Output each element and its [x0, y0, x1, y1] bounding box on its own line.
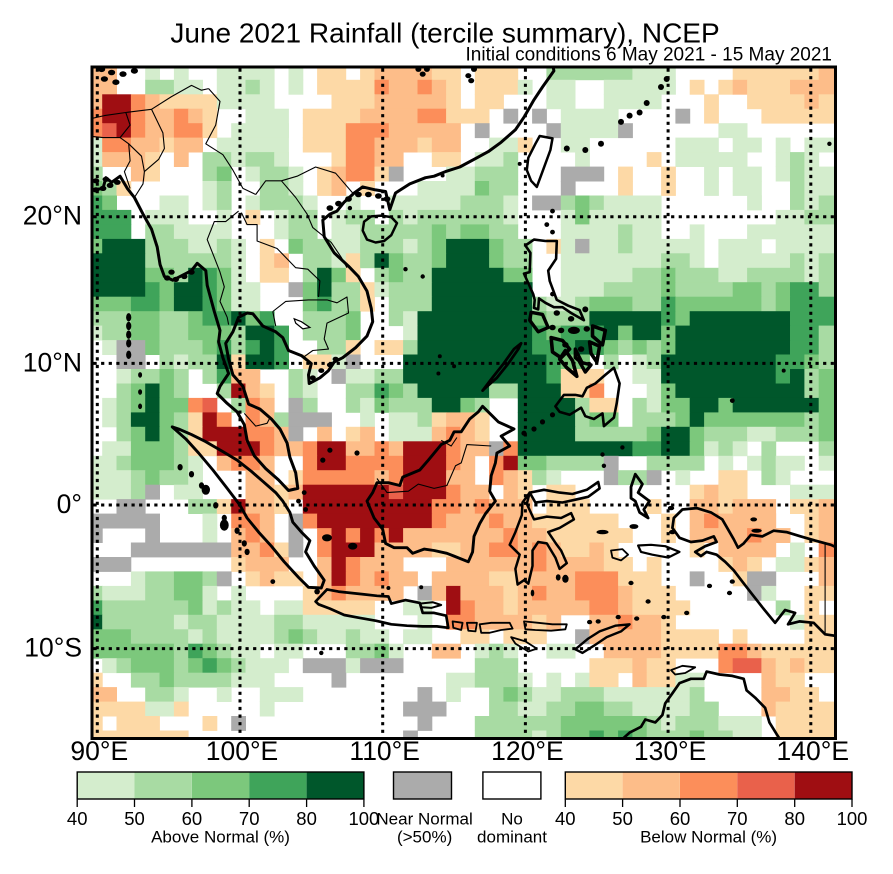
svg-text:70: 70: [239, 808, 260, 829]
svg-text:June 2021 Rainfall (tercile su: June 2021 Rainfall (tercile summary), NC…: [170, 18, 719, 49]
svg-text:120°E: 120°E: [491, 736, 564, 766]
svg-text:60: 60: [670, 808, 691, 829]
svg-text:100: 100: [348, 808, 379, 829]
svg-text:40: 40: [67, 808, 88, 829]
svg-text:Below Normal (%): Below Normal (%): [640, 828, 777, 847]
svg-text:0°: 0°: [57, 489, 82, 519]
svg-text:10°S: 10°S: [24, 633, 82, 663]
svg-text:100°E: 100°E: [206, 736, 279, 766]
svg-text:60: 60: [182, 808, 203, 829]
svg-text:80: 80: [296, 808, 317, 829]
svg-text:100: 100: [837, 808, 868, 829]
svg-text:Initial conditions 6 May 2021: Initial conditions 6 May 2021 - 15 May 2…: [466, 45, 833, 66]
svg-text:90°E: 90°E: [70, 736, 128, 766]
svg-text:(>50%): (>50%): [397, 828, 452, 847]
svg-text:80: 80: [784, 808, 805, 829]
svg-text:110°E: 110°E: [349, 736, 420, 766]
svg-text:10°N: 10°N: [23, 347, 82, 377]
svg-text:Above Normal (%): Above Normal (%): [151, 828, 290, 847]
svg-text:130°E: 130°E: [634, 736, 707, 766]
svg-text:70: 70: [727, 808, 748, 829]
svg-text:No: No: [501, 810, 523, 829]
svg-text:50: 50: [124, 808, 145, 829]
svg-text:dominant: dominant: [477, 828, 547, 847]
svg-text:40: 40: [555, 808, 576, 829]
svg-text:50: 50: [612, 808, 633, 829]
svg-text:140°E: 140°E: [777, 736, 850, 766]
svg-text:Near Normal: Near Normal: [376, 810, 472, 829]
svg-text:20°N: 20°N: [23, 201, 82, 231]
